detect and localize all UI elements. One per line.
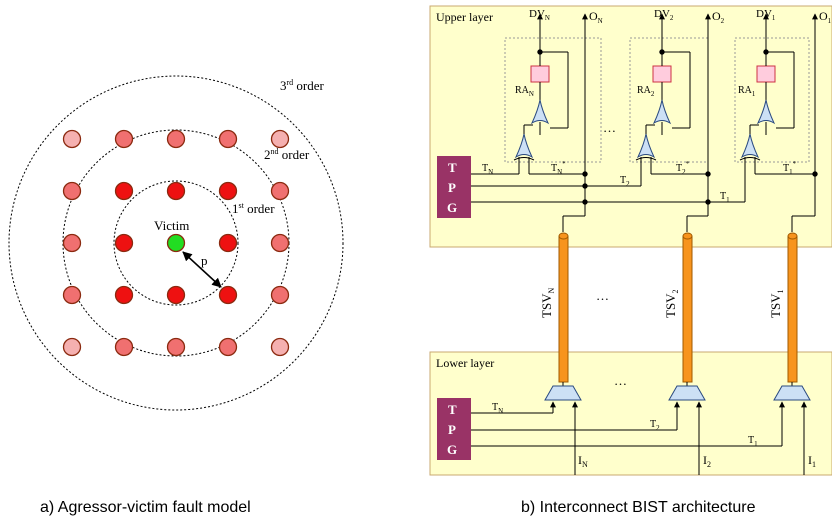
- first-order-node: [218, 181, 238, 201]
- svg-text:T: T: [448, 160, 457, 175]
- third-order-node: [62, 337, 82, 357]
- lower-t-2-label: T2: [650, 419, 660, 432]
- second-order-node: [62, 285, 82, 305]
- second-order-node: [114, 129, 134, 149]
- third-order-node: [270, 337, 290, 357]
- column-n: [471, 13, 602, 177]
- t-2-label: T2: [620, 175, 630, 188]
- third-order-label: 3rd order: [280, 78, 325, 93]
- second-order-node: [62, 233, 82, 253]
- aggressor-victim-model: p Victim 1st order 2nd order 3rd order a…: [8, 75, 344, 516]
- i-n-label: IN: [578, 453, 588, 469]
- first-order-node: [166, 285, 186, 305]
- first-order-node: [218, 285, 238, 305]
- tsv-1-label: TSV1: [768, 289, 785, 318]
- dv-n-label: DVN: [529, 8, 550, 22]
- second-order-node: [218, 129, 238, 149]
- first-order-node: [114, 181, 134, 201]
- second-order-label: 2nd order: [264, 147, 310, 162]
- tstar-n-label: TN*: [551, 160, 566, 176]
- t-n-label: TN: [482, 163, 493, 176]
- second-order-node: [166, 337, 186, 357]
- second-order-node: [62, 181, 82, 201]
- upper-layer-label: Upper layer: [436, 10, 493, 24]
- tsv-2: TSV2: [663, 232, 693, 383]
- third-order-node: [270, 129, 290, 149]
- second-order-node: [218, 337, 238, 357]
- lower-muxes: [471, 382, 811, 475]
- first-order-label: 1st order: [232, 201, 275, 216]
- ellipsis-upper: …: [603, 120, 616, 135]
- ellipsis-middle: …: [596, 288, 609, 303]
- svg-text:P: P: [448, 180, 456, 195]
- tsv-2-label: TSV2: [663, 289, 680, 318]
- caption-left: a) Agressor-victim fault model: [40, 499, 251, 516]
- second-order-node: [270, 181, 290, 201]
- i-2-label: I2: [703, 453, 711, 469]
- column-1: [471, 13, 818, 205]
- victim-node: [166, 233, 186, 253]
- upper-layer: [429, 5, 832, 248]
- tstar-2-label: T2*: [676, 160, 690, 176]
- dv-1-label: DV1: [756, 8, 776, 22]
- svg-text:G: G: [447, 200, 457, 215]
- ra-1-label: RA1: [738, 85, 756, 98]
- svg-text:G: G: [447, 442, 457, 457]
- tsv-upper-wires: [562, 174, 816, 232]
- tpg-lower: T P G: [437, 398, 471, 460]
- ra-2-label: RA2: [637, 85, 655, 98]
- second-order-node: [270, 233, 290, 253]
- ellipsis-lower: …: [614, 373, 627, 388]
- o-2-label: O2: [712, 9, 725, 25]
- first-order-node: [166, 181, 186, 201]
- tstar-1-label: T1*: [783, 160, 797, 176]
- tsv-n-label: TSVN: [539, 287, 556, 318]
- third-order-node: [62, 129, 82, 149]
- lower-t-n-label: TN: [492, 402, 503, 415]
- t-1-label: T1: [720, 191, 730, 204]
- tsv-n: TSVN: [539, 232, 569, 383]
- svg-text:T: T: [448, 402, 457, 417]
- victim-label: Victim: [154, 218, 189, 233]
- interconnect-bist: Upper layer Lower layer T P G T P G: [429, 5, 832, 516]
- second-order-node: [114, 337, 134, 357]
- first-order-node: [114, 233, 134, 253]
- lower-t-1-label: T1: [748, 435, 758, 448]
- lower-layer-label: Lower layer: [436, 356, 494, 370]
- first-order-ring: [113, 180, 239, 306]
- caption-right: b) Interconnect BIST architecture: [521, 499, 756, 516]
- aggressor-nodes: [62, 129, 290, 357]
- second-order-node: [270, 285, 290, 305]
- first-order-node: [218, 233, 238, 253]
- o-n-label: ON: [589, 9, 603, 25]
- o-1-label: O1: [819, 9, 832, 25]
- ra-n-label: RAN: [515, 85, 534, 98]
- pitch-label: p: [201, 253, 208, 268]
- first-order-node: [114, 285, 134, 305]
- third-order-ring: [8, 75, 344, 411]
- pitch-arrow: [182, 251, 222, 288]
- second-order-node: [166, 129, 186, 149]
- i-1-label: I1: [808, 453, 816, 469]
- dv-2-label: DV2: [654, 8, 674, 22]
- tpg-upper: T P G: [437, 156, 471, 218]
- svg-text:P: P: [448, 422, 456, 437]
